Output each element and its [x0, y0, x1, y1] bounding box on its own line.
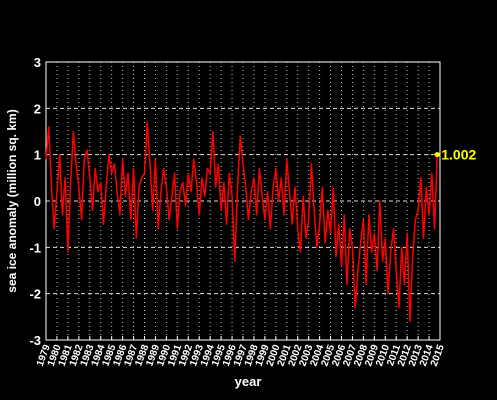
- annotation: 1.002: [441, 147, 476, 163]
- y-tick-label: -3: [29, 333, 41, 348]
- y-axis-label: sea ice anomaly (million sq. km): [5, 109, 19, 292]
- y-tick-label: 1: [34, 148, 41, 163]
- end-point: [434, 152, 440, 158]
- y-tick-label: -1: [29, 240, 41, 255]
- plot-frame: [45, 61, 441, 341]
- data-line: [45, 121, 439, 323]
- y-tick-label: 3: [34, 55, 41, 70]
- x-axis-label: year: [235, 374, 262, 389]
- y-tick-label: 0: [34, 194, 41, 209]
- y-tick-label: -2: [29, 287, 41, 302]
- y-tick-label: 2: [34, 101, 41, 116]
